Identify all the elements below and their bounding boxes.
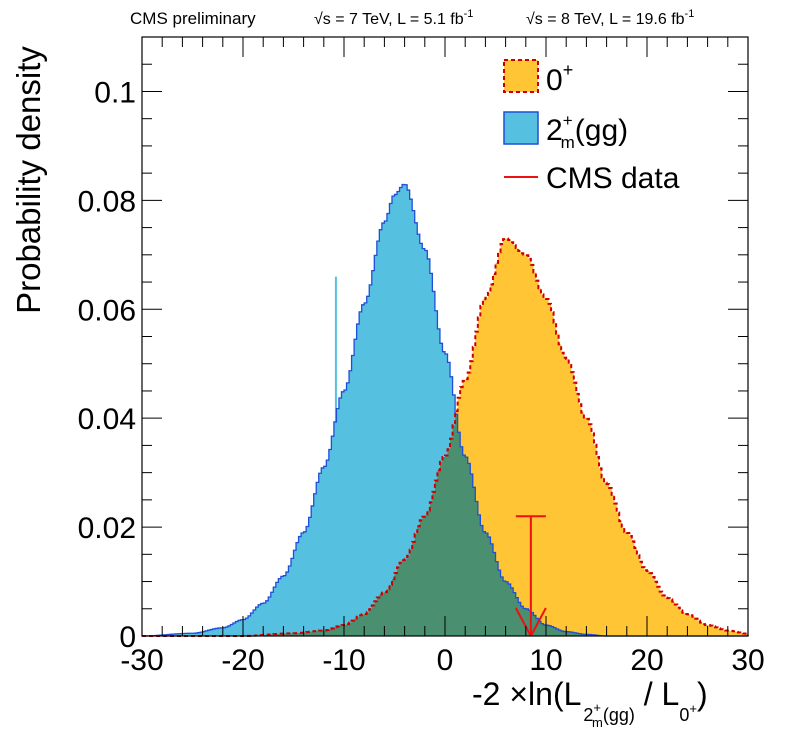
cms-data-arrow-head-left <box>514 607 532 637</box>
header-lumi-7tev: √s = 7 TeV, L = 5.1 fb-1 <box>314 8 473 28</box>
overlap-region <box>142 414 748 636</box>
y-axis-label: Probability density <box>10 46 47 314</box>
legend: 0+ 2+ m(gg) CMS data <box>503 59 680 195</box>
y-tick-label: 0.04 <box>78 403 136 436</box>
x-tick-label: 20 <box>630 644 663 677</box>
series-0plus-outline <box>142 237 749 637</box>
header-lumi-8tev: √s = 8 TeV, L = 19.6 fb-1 <box>526 8 694 28</box>
series-2m-gg-fill <box>142 184 748 636</box>
y-tick-label: 0.1 <box>94 76 136 109</box>
series-2m-gg-outline <box>141 183 748 637</box>
legend-label-2m-gg: 2+ m(gg) <box>546 111 628 152</box>
header-left: CMS preliminary <box>130 9 256 28</box>
cms-data-marker <box>514 515 547 637</box>
x-tick-label: -30 <box>120 644 163 677</box>
x-tick-label: -20 <box>221 644 264 677</box>
y-tick-label: 0.02 <box>78 512 136 545</box>
series-0plus <box>142 238 748 637</box>
legend-label-cms-data: CMS data <box>546 162 680 195</box>
y-tick-label: 0.06 <box>78 294 136 327</box>
y-tick-label: 0 <box>119 621 136 654</box>
y-tick-label: 0.08 <box>78 185 136 218</box>
series-0plus-fill <box>142 238 748 637</box>
series-outlines <box>141 183 749 637</box>
series-2m-gg <box>142 184 748 636</box>
axes: -30 -20 -10 0 10 20 30 0 0.02 0.04 0.06 0.08 0.1 <box>78 36 765 677</box>
legend-swatch-0plus <box>503 59 539 93</box>
x-tick-label: 10 <box>529 644 562 677</box>
overlap-fill <box>142 414 748 636</box>
legend-swatch-2m-gg <box>503 111 539 145</box>
x-tick-label: 30 <box>731 644 764 677</box>
x-tick-label: 0 <box>437 644 454 677</box>
x-axis-label: -2 ×ln(L2+ m(gg) / L0+) <box>472 676 708 730</box>
x-tick-label: -10 <box>322 644 365 677</box>
legend-label-0plus: 0+ <box>546 60 573 97</box>
cms-data-arrow-head-right <box>529 607 547 637</box>
